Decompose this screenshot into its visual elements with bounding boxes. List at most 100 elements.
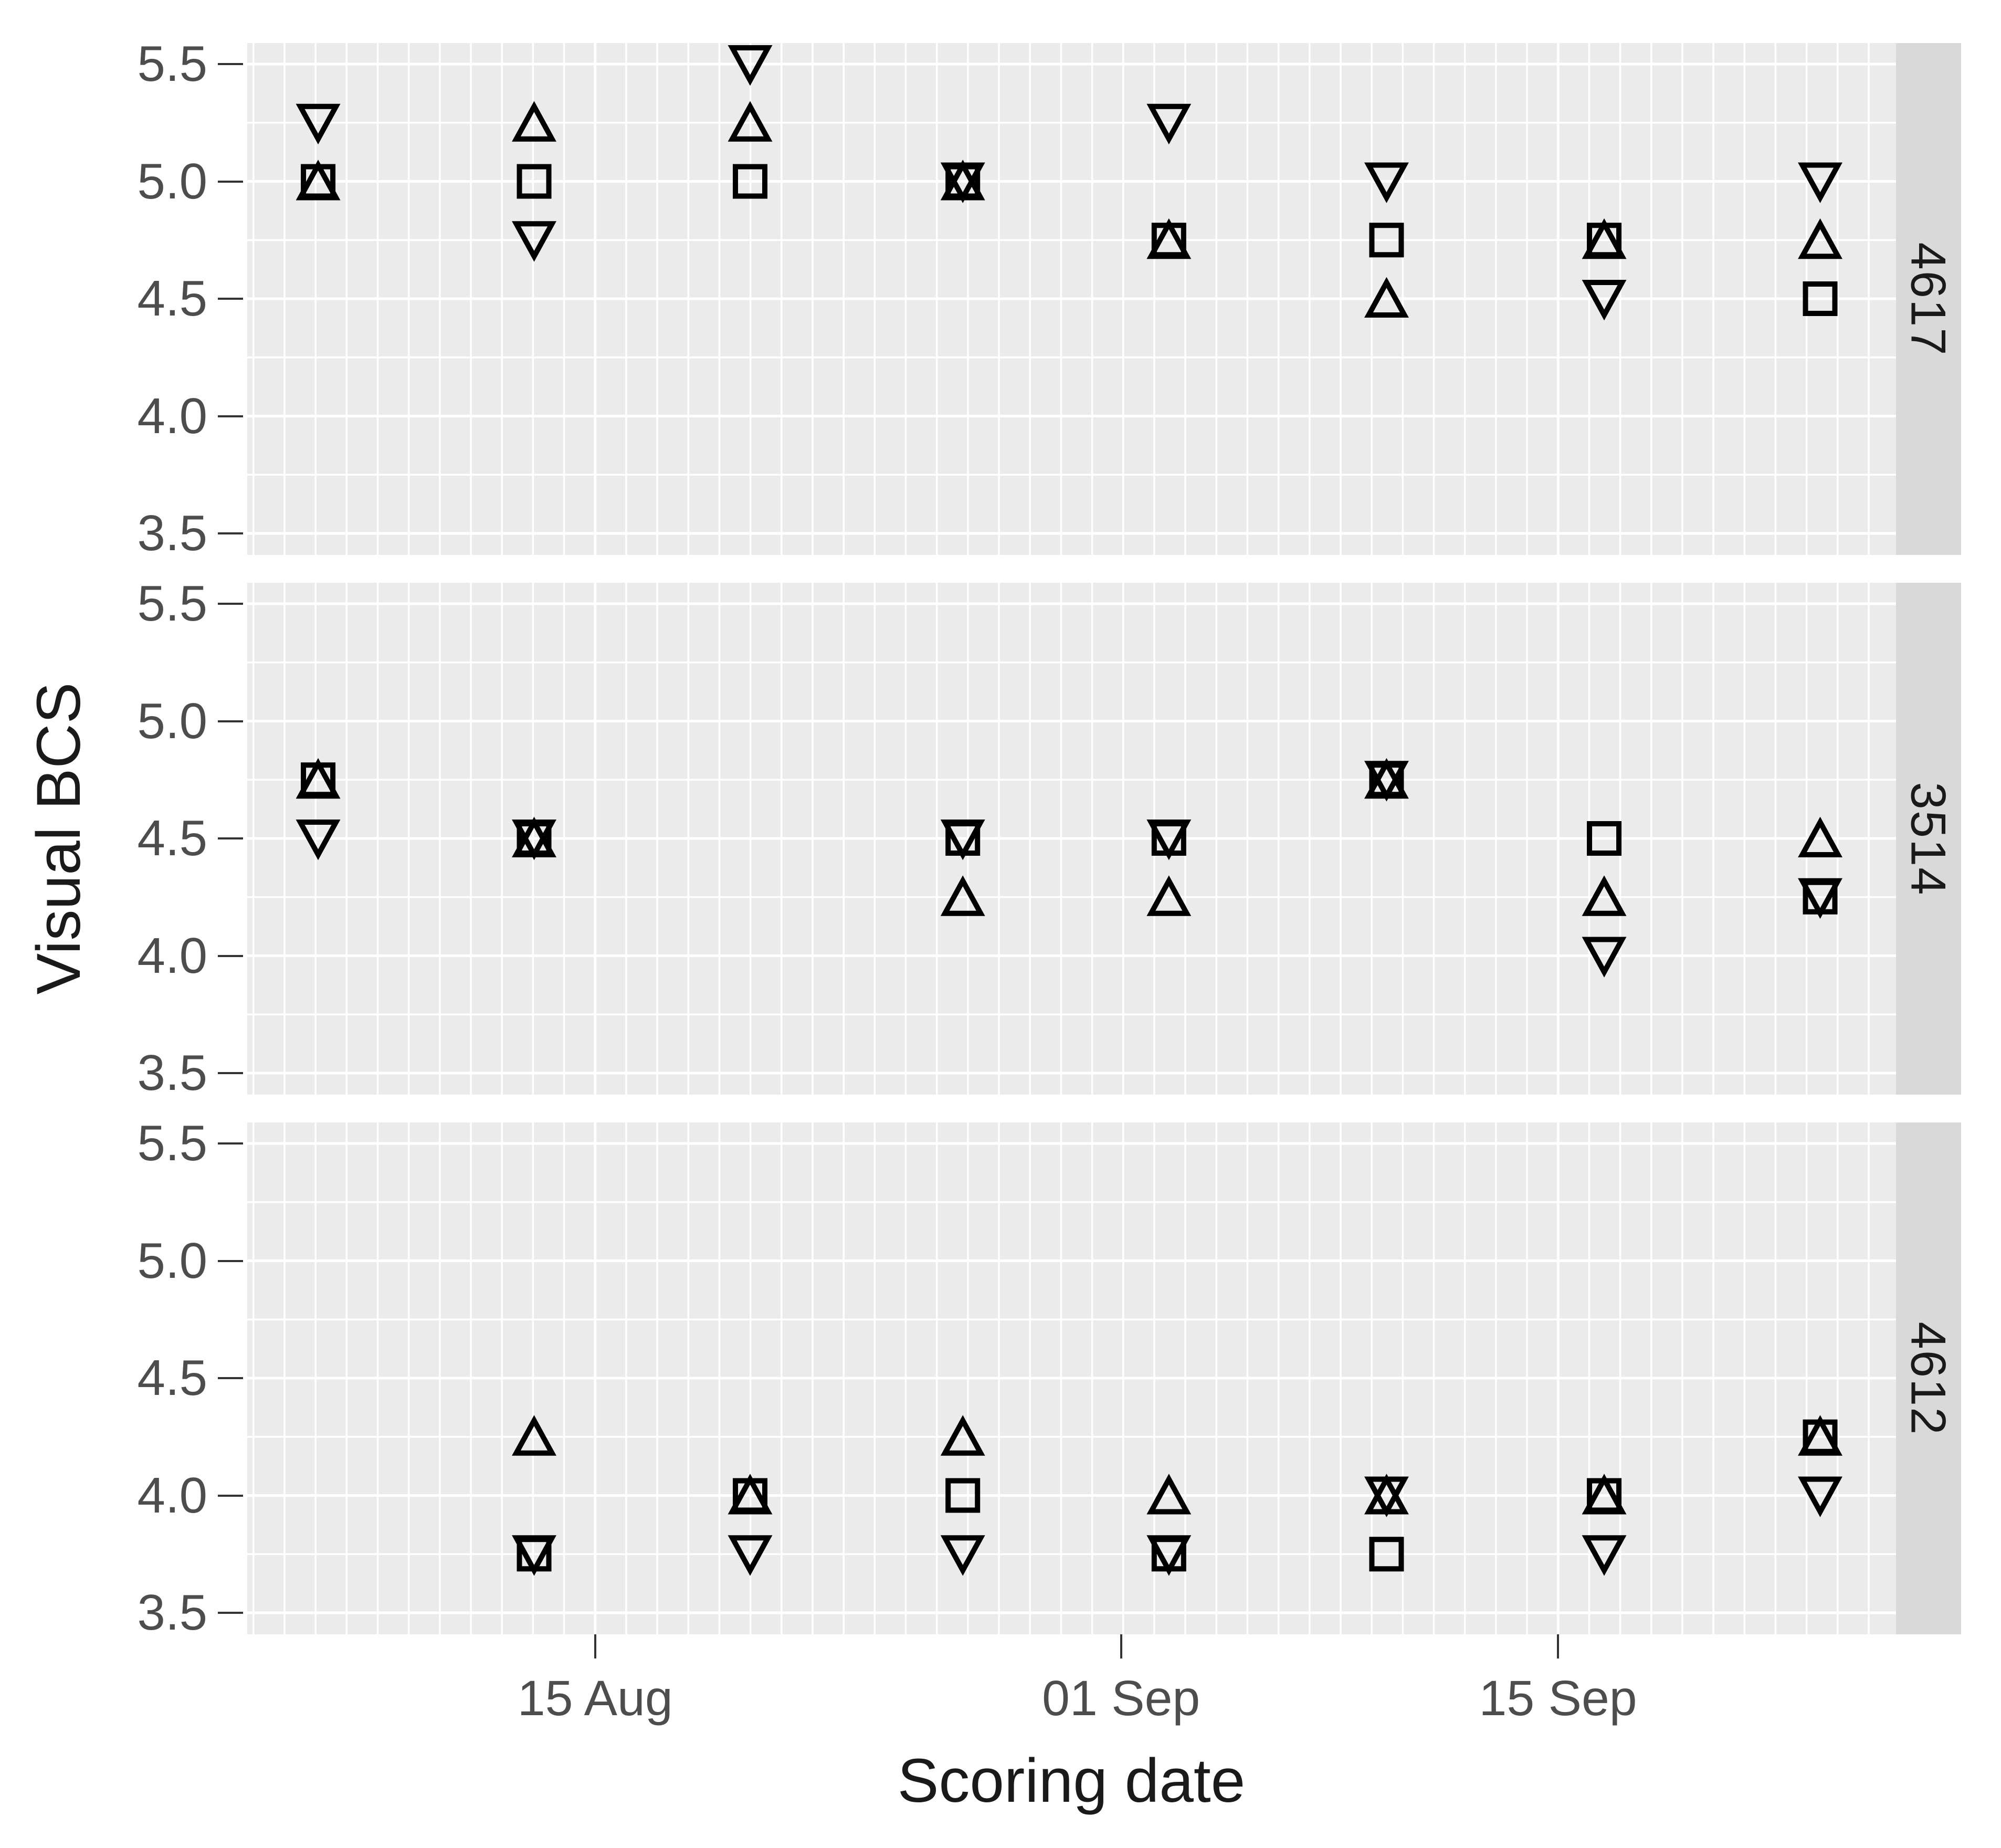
marker-square (1587, 821, 1622, 856)
marker-triangle-down (1582, 1535, 1627, 1576)
y-tick-mark (218, 603, 243, 605)
x-tick-mark (1120, 1634, 1122, 1658)
y-tick-mark (218, 180, 243, 183)
marker-triangle-down (940, 162, 985, 203)
marker-triangle-up (1146, 875, 1192, 916)
marker-triangle-up (1798, 218, 1842, 259)
marker-triangle-down (1364, 761, 1409, 802)
plot-area-4617 (247, 43, 1896, 555)
y-tick-mark (218, 837, 243, 839)
y-tick-mark (218, 1377, 243, 1379)
marker-triangle-down (728, 1535, 773, 1576)
marker-triangle-up (1582, 1474, 1627, 1515)
marker-triangle-up (1798, 1415, 1842, 1456)
marker-square (1369, 1537, 1404, 1572)
y-tick-mark (218, 1494, 243, 1497)
marker-triangle-up (1798, 816, 1842, 857)
marker-square (733, 164, 768, 199)
marker-triangle-down (1798, 878, 1842, 919)
marker-triangle-up (512, 101, 556, 142)
y-tick-label: 3.5 (137, 505, 207, 561)
y-tick-label: 4.0 (137, 927, 207, 984)
marker-triangle-down (1146, 820, 1192, 860)
markers (296, 758, 1842, 978)
marker-square (1803, 281, 1838, 316)
marker-triangle-down (1364, 1476, 1409, 1517)
marker-triangle-down (1798, 162, 1842, 203)
y-tick-mark (218, 1072, 243, 1074)
marker-triangle-up (1582, 875, 1627, 916)
marker-triangle-down (296, 820, 341, 860)
facet-panel-4612 (247, 1122, 1896, 1634)
marker-square (1369, 223, 1404, 258)
y-tick-label: 4.0 (137, 1467, 207, 1524)
marker-triangle-up (296, 758, 341, 799)
y-tick-mark (218, 63, 243, 65)
marker-triangle-down (1146, 1535, 1192, 1576)
y-tick-label: 4.5 (137, 810, 207, 866)
y-tick-label: 5.0 (137, 1232, 207, 1289)
marker-triangle-up (940, 875, 985, 916)
facet-strip-label: 4617 (1901, 242, 1956, 356)
y-tick-mark (218, 1612, 243, 1614)
marker-square (517, 164, 552, 199)
marker-triangle-up (1146, 218, 1192, 259)
marker-triangle-up (940, 1415, 985, 1456)
x-tick-label: 15 Aug (517, 1671, 673, 1726)
marker-triangle-down (940, 820, 985, 860)
marker-triangle-up (1364, 277, 1409, 318)
y-tick-label: 3.5 (137, 1045, 207, 1101)
marker-triangle-down (940, 1535, 985, 1576)
y-tick-label: 3.5 (137, 1584, 207, 1641)
y-tick-label: 5.0 (137, 692, 207, 749)
y-tick-mark (218, 298, 243, 300)
marker-triangle-down (1582, 280, 1627, 321)
marker-triangle-down (512, 221, 556, 262)
marker-triangle-up (1146, 1474, 1192, 1515)
y-tick-mark (218, 532, 243, 534)
facet-strip-label: 3514 (1901, 781, 1956, 896)
facet-strip-4612: 4612 (1896, 1122, 1961, 1634)
marker-triangle-down (1798, 1476, 1842, 1517)
marker-triangle-up (728, 1474, 773, 1515)
marker-triangle-down (512, 1535, 556, 1576)
y-tick-mark (218, 720, 243, 722)
marker-triangle-up (512, 1415, 556, 1456)
x-tick-mark (1557, 1634, 1560, 1658)
marker-square (945, 1478, 981, 1513)
facet-strip-4617: 4617 (1896, 43, 1961, 555)
gridlines (247, 1122, 1896, 1634)
marker-triangle-down (296, 103, 341, 145)
marker-triangle-up (728, 101, 773, 142)
plot-area-3514 (247, 583, 1896, 1095)
marker-triangle-down (512, 820, 556, 860)
y-tick-label: 5.5 (137, 575, 207, 632)
y-tick-label: 5.5 (137, 1115, 207, 1171)
x-axis-title: Scoring date (897, 1746, 1246, 1815)
plot-area-4612 (247, 1122, 1896, 1634)
marker-triangle-down (1146, 103, 1192, 145)
y-tick-label: 5.5 (137, 36, 207, 92)
marker-triangle-down (1364, 162, 1409, 203)
marker-triangle-down (1582, 937, 1627, 978)
marker-triangle-down (728, 45, 773, 86)
markers (512, 1415, 1842, 1576)
x-tick-label: 01 Sep (1042, 1671, 1200, 1726)
gridlines (247, 43, 1896, 555)
y-tick-mark (218, 1142, 243, 1144)
x-tick-label: 15 Sep (1479, 1671, 1637, 1726)
y-tick-mark (218, 415, 243, 417)
marker-triangle-up (1582, 218, 1627, 259)
y-tick-label: 4.5 (137, 1350, 207, 1406)
y-tick-mark (218, 1259, 243, 1262)
facet-strip-label: 4612 (1901, 1321, 1956, 1436)
x-tick-mark (594, 1634, 596, 1658)
y-tick-label: 4.0 (137, 387, 207, 444)
y-tick-mark (218, 954, 243, 957)
marker-triangle-up (296, 160, 341, 201)
facet-strip-3514: 3514 (1896, 583, 1961, 1095)
y-tick-label: 4.5 (137, 270, 207, 327)
gridlines (247, 583, 1896, 1095)
markers (296, 45, 1842, 321)
